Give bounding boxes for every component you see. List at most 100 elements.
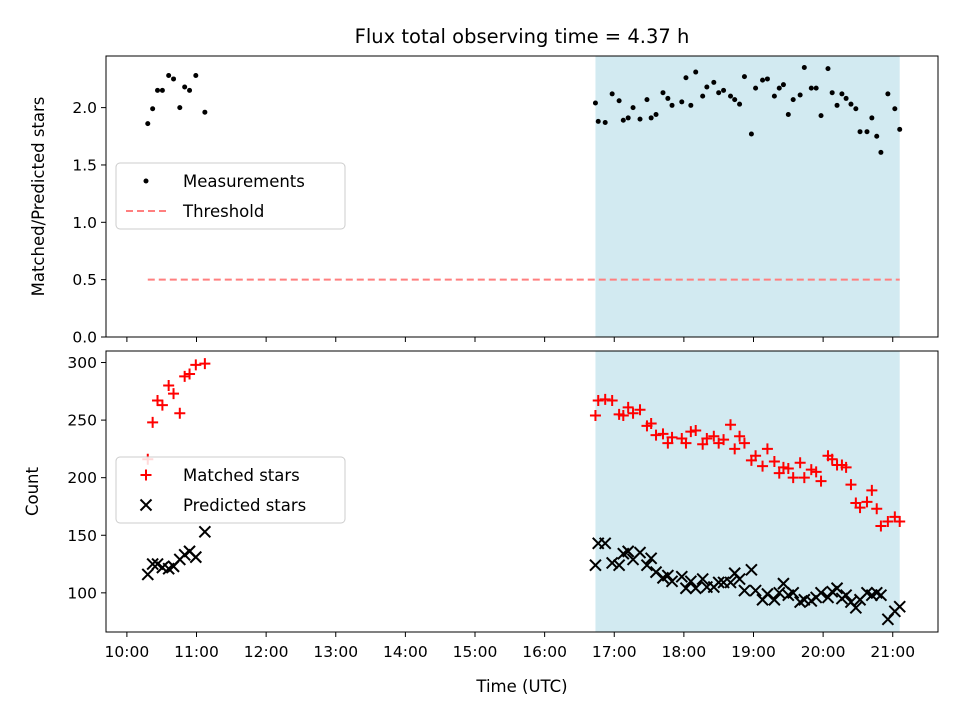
- y-tick-label: 2.0: [72, 99, 97, 117]
- data-point: [777, 577, 790, 590]
- data-point: [675, 570, 688, 583]
- data-point: [685, 426, 697, 438]
- data-point: [808, 85, 814, 91]
- y-tick-label: 0.0: [72, 329, 97, 347]
- data-point: [182, 84, 188, 90]
- data-point: [829, 90, 835, 96]
- data-point: [814, 586, 828, 600]
- data-point: [843, 95, 849, 101]
- data-point: [602, 120, 608, 126]
- data-point: [690, 424, 702, 436]
- data-point: [202, 109, 208, 115]
- plot-frame: [105, 350, 939, 633]
- data-point: [787, 472, 799, 484]
- data-point: [168, 388, 180, 400]
- data-point: [637, 116, 643, 122]
- x-tick-label: 17:00: [592, 643, 637, 661]
- legend-symbol: [139, 498, 153, 512]
- data-point: [156, 399, 168, 411]
- data-point: [894, 515, 906, 527]
- x-tick-label: 10:00: [105, 643, 150, 661]
- data-point: [193, 72, 199, 78]
- data-point: [729, 443, 741, 455]
- data-point: [785, 111, 791, 117]
- data-point: [797, 92, 803, 98]
- data-point: [773, 467, 785, 479]
- data-point: [609, 91, 615, 97]
- data-point: [737, 101, 743, 107]
- data-point: [874, 133, 880, 139]
- data-point: [669, 102, 675, 108]
- x-tick-label: 13:00: [313, 643, 358, 661]
- data-point: [849, 601, 863, 615]
- data-point: [708, 430, 720, 442]
- data-point: [885, 91, 891, 97]
- data-point: [187, 87, 193, 93]
- data-point: [179, 370, 191, 382]
- data-point: [853, 106, 859, 112]
- data-point: [776, 85, 782, 91]
- data-point: [871, 503, 883, 515]
- data-point: [612, 558, 626, 572]
- x-tick-label: 21:00: [870, 643, 915, 661]
- data-point: [644, 97, 650, 103]
- x-tick-label: 11:00: [174, 643, 219, 661]
- data-point: [177, 105, 183, 111]
- data-point: [683, 75, 689, 81]
- data-point: [711, 79, 717, 85]
- data-point: [159, 87, 165, 93]
- data-point: [857, 129, 863, 135]
- x-tick-label: 20:00: [801, 643, 846, 661]
- y-axis-title: Count: [23, 466, 42, 516]
- data-point: [589, 558, 602, 572]
- data-point: [810, 466, 822, 478]
- data-point: [874, 588, 888, 602]
- data-point: [748, 131, 754, 137]
- data-point: [606, 395, 618, 407]
- data-point: [749, 584, 762, 597]
- series-predicted-stars: [141, 525, 906, 626]
- data-point: [605, 556, 619, 570]
- data-point: [893, 600, 906, 613]
- data-point: [189, 550, 203, 564]
- data-point: [679, 99, 685, 105]
- data-point: [761, 443, 773, 455]
- data-point: [190, 359, 202, 371]
- legend-label: Matched stars: [183, 466, 300, 485]
- data-point: [716, 90, 722, 96]
- data-point: [790, 97, 796, 103]
- data-point: [839, 588, 853, 602]
- legend-box: [115, 456, 346, 524]
- data-point: [794, 457, 806, 469]
- data-point: [768, 456, 780, 468]
- data-point: [621, 545, 635, 558]
- data-point: [738, 437, 750, 449]
- data-point: [648, 115, 654, 121]
- data-point: [768, 593, 781, 606]
- data-point: [718, 434, 730, 446]
- data-point: [689, 582, 702, 595]
- y-tick-label: 0.5: [72, 271, 97, 289]
- data-point: [848, 101, 854, 107]
- legend-label: Measurements: [183, 172, 305, 191]
- data-point: [854, 502, 866, 514]
- data-point: [805, 464, 817, 476]
- data-point: [650, 429, 662, 441]
- data-point: [693, 69, 699, 75]
- data-point: [680, 437, 692, 449]
- data-point: [875, 520, 887, 532]
- data-point: [840, 461, 852, 473]
- data-point: [882, 515, 894, 527]
- legend-symbol: [140, 469, 152, 481]
- data-point: [728, 93, 734, 99]
- data-point: [653, 111, 659, 117]
- x-tick-label: 12:00: [244, 643, 289, 661]
- data-point: [704, 84, 710, 90]
- data-point: [724, 576, 737, 589]
- data-point: [198, 525, 212, 539]
- data-point: [633, 546, 647, 559]
- x-axis-title: Time (UTC): [475, 677, 567, 696]
- plot-frame: [105, 55, 939, 338]
- observing-window-shade: [595, 56, 900, 337]
- data-point: [622, 401, 634, 413]
